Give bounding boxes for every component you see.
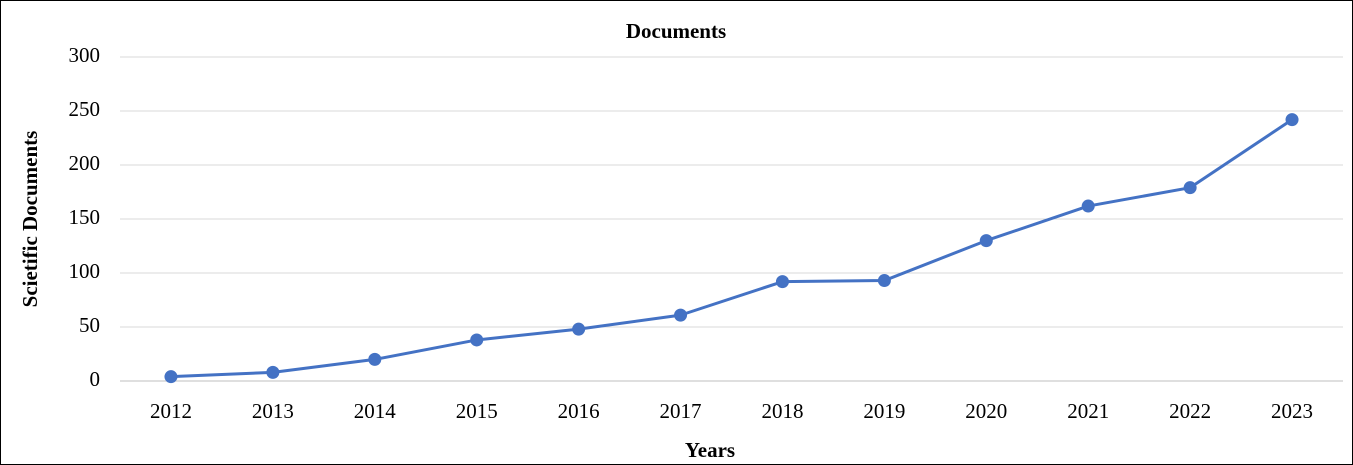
data-point <box>572 322 586 336</box>
x-tick-label: 2023 <box>1271 399 1313 423</box>
x-tick-label: 2019 <box>863 399 905 423</box>
x-tick-label: 2015 <box>456 399 498 423</box>
y-tick-label: 200 <box>69 151 101 175</box>
data-point <box>1183 181 1197 195</box>
y-tick-label: 50 <box>79 313 100 337</box>
y-axis-label: Scietific Documents <box>18 131 42 308</box>
data-point <box>877 274 891 288</box>
data-point <box>674 308 688 322</box>
data-point <box>368 352 382 366</box>
y-tick-label: 150 <box>69 205 101 229</box>
x-tick-label: 2021 <box>1067 399 1109 423</box>
y-tick-label: 100 <box>69 259 101 283</box>
x-tick-label: 2012 <box>150 399 192 423</box>
data-point <box>266 365 280 379</box>
x-tick-label: 2017 <box>660 399 702 423</box>
x-tick-label: 2013 <box>252 399 294 423</box>
data-point <box>1081 199 1095 213</box>
x-axis-label: Years <box>685 438 735 462</box>
data-point <box>164 370 178 384</box>
y-tick-label: 250 <box>69 97 101 121</box>
data-point <box>775 275 789 289</box>
data-line <box>170 118 1293 379</box>
x-tick-label: 2018 <box>761 399 803 423</box>
y-tick-label: 0 <box>90 367 101 391</box>
x-tick-label: 2016 <box>558 399 600 423</box>
y-tick-label: 300 <box>69 43 101 67</box>
x-tick-label: 2014 <box>354 399 397 423</box>
data-point <box>470 333 484 347</box>
data-point <box>979 234 993 248</box>
chart-title: Documents <box>626 19 726 43</box>
data-point <box>1285 113 1299 127</box>
x-tick-label: 2020 <box>965 399 1007 423</box>
x-tick-label: 2022 <box>1169 399 1211 423</box>
